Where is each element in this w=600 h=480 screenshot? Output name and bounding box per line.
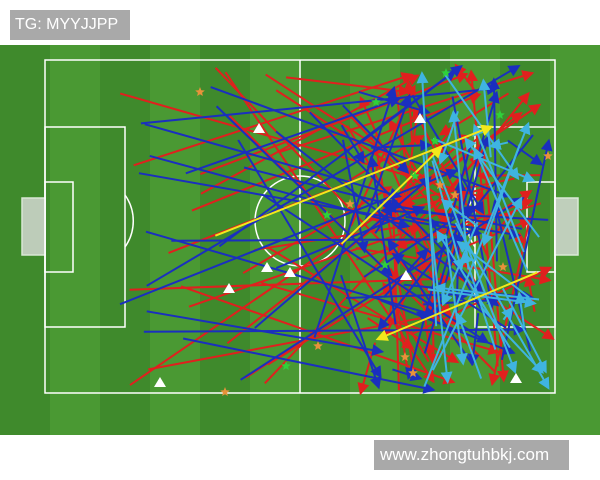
- pass-arrow-light_blue: [488, 138, 509, 150]
- star-marker: [435, 180, 445, 189]
- pass-arrow-blue: [377, 134, 534, 331]
- left-penalty-arc: [124, 194, 135, 248]
- pass-arrow-red: [200, 74, 420, 195]
- pass-arrow-blue: [215, 105, 393, 277]
- pass-arrow-blue: [340, 124, 365, 164]
- star-marker: [441, 68, 451, 77]
- pass-arrow-blue: [500, 138, 553, 361]
- grass-stripe: [50, 45, 100, 435]
- pass-arrow-yellow: [375, 271, 538, 341]
- star-marker: [430, 136, 440, 145]
- pass-arrow-blue: [149, 154, 411, 230]
- pass-arrow-red: [267, 246, 460, 364]
- triangle-marker: [400, 270, 412, 280]
- star-marker: [220, 387, 230, 396]
- pass-arrow-blue: [275, 130, 500, 307]
- pass-arrow-blue: [146, 64, 521, 287]
- pass-arrow-blue: [143, 323, 526, 336]
- pass-arrow-blue: [392, 368, 423, 382]
- pass-arrow-light_blue: [464, 137, 540, 238]
- pass-arrow-light_blue: [431, 160, 465, 272]
- pass-arrow-light_blue: [501, 287, 547, 374]
- star-marker: [543, 151, 553, 160]
- pass-arrow-blue: [185, 96, 402, 175]
- pass-map-pitch: [0, 45, 600, 435]
- pass-arrows: [119, 63, 555, 396]
- pass-arrow-red: [180, 285, 456, 385]
- star-marker: [322, 210, 332, 219]
- triangle-marker: [223, 283, 235, 293]
- star-marker: [400, 352, 410, 361]
- triangle-marker: [284, 267, 296, 277]
- triangle-marker: [253, 123, 265, 133]
- pass-arrow-light_blue: [481, 144, 521, 247]
- pass-arrow-red: [344, 134, 425, 184]
- pass-arrow-light_blue: [444, 234, 468, 366]
- pass-arrow-yellow: [340, 146, 443, 245]
- pass-arrow-light_blue: [455, 312, 483, 379]
- pass-arrow-yellow: [214, 124, 494, 237]
- pass-arrow-blue: [342, 104, 410, 174]
- pass-arrow-red: [402, 79, 415, 146]
- pass-arrow-blue: [423, 292, 533, 306]
- pass-arrow-light_blue: [431, 196, 523, 371]
- left-goal: [21, 197, 46, 256]
- triangle-marker: [510, 373, 522, 383]
- pass-arrow-light_blue: [441, 221, 479, 307]
- pass-arrow-blue: [374, 199, 398, 234]
- pass-arrow-light_blue: [480, 306, 544, 374]
- star-marker: [380, 260, 390, 269]
- star-marker: [450, 190, 460, 199]
- star-marker: [410, 171, 420, 180]
- pass-arrow-red: [264, 154, 482, 385]
- star-marker: [495, 110, 505, 119]
- star-marker: [345, 199, 355, 208]
- triangle-marker: [154, 377, 166, 387]
- pass-arrow-light_blue: [431, 155, 518, 374]
- pass-arrow-blue: [387, 238, 474, 366]
- pass-arrow-blue: [488, 77, 501, 262]
- pass-arrow-red: [133, 72, 414, 167]
- event-markers: [154, 68, 553, 396]
- right-goal: [554, 197, 579, 256]
- pass-arrow-blue: [237, 139, 382, 379]
- pass-arrow-blue: [138, 172, 483, 238]
- star-marker: [281, 361, 291, 370]
- pass-arrow-light_blue: [440, 199, 479, 228]
- pass-arrow-light_blue: [514, 291, 527, 328]
- pass-arrow-light_blue: [432, 137, 536, 183]
- top-tag-label: TG: MYYJJPP: [10, 10, 131, 40]
- watermark-label: www.zhongtuhbkj.com: [374, 440, 570, 470]
- star-marker: [195, 87, 205, 96]
- pass-arrow-blue: [451, 96, 497, 309]
- pass-arrow-blue: [144, 123, 402, 200]
- pass-arrow-red: [359, 95, 438, 270]
- pass-arrow-blue: [275, 205, 426, 269]
- pass-arrow-blue: [507, 139, 544, 166]
- pass-arrow-light_blue: [456, 240, 530, 299]
- pass-arrow-red: [476, 169, 542, 182]
- pass-arrow-blue: [140, 83, 499, 125]
- star-marker: [498, 262, 508, 271]
- star-marker: [371, 97, 381, 106]
- triangle-marker: [261, 262, 273, 272]
- pass-arrow-light_blue: [448, 110, 470, 270]
- pass-arrow-blue: [243, 166, 403, 211]
- pass-arrow-light_blue: [473, 147, 528, 271]
- star-marker: [313, 341, 323, 350]
- star-marker: [408, 368, 418, 377]
- pass-arrow-light_blue: [472, 123, 525, 253]
- pass-arrow-light_blue: [422, 154, 453, 384]
- pass-arrow-blue: [313, 85, 397, 338]
- pass-arrow-blue: [171, 233, 467, 246]
- pass-arrow-light_blue: [454, 222, 550, 390]
- triangle-marker: [414, 113, 426, 123]
- pass-arrow-blue: [182, 337, 436, 394]
- pass-arrow-blue: [366, 155, 397, 325]
